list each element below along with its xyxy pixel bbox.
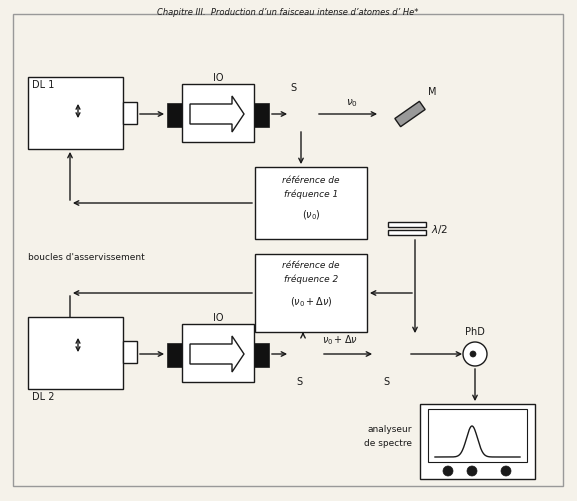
Text: DL 1: DL 1 (32, 80, 54, 90)
FancyBboxPatch shape (420, 404, 535, 479)
Circle shape (463, 342, 487, 366)
Text: fréquence 2: fréquence 2 (284, 275, 338, 284)
Text: IO: IO (213, 313, 223, 322)
Text: PhD: PhD (465, 326, 485, 336)
FancyBboxPatch shape (388, 222, 426, 227)
FancyBboxPatch shape (428, 409, 527, 462)
FancyBboxPatch shape (123, 103, 137, 125)
Text: $(\nu_0)$: $(\nu_0)$ (302, 207, 320, 221)
Polygon shape (395, 102, 425, 127)
Polygon shape (190, 97, 244, 133)
Text: S: S (296, 376, 302, 386)
Text: référence de: référence de (282, 176, 340, 185)
Circle shape (470, 351, 476, 357)
Text: Chapitre III.  Production d’un faisceau intense d’atomes d’ He*: Chapitre III. Production d’un faisceau i… (158, 8, 419, 17)
Circle shape (501, 466, 511, 476)
Text: analyseur: analyseur (368, 424, 412, 433)
FancyBboxPatch shape (167, 343, 182, 367)
Text: $\lambda / 2$: $\lambda / 2$ (431, 223, 448, 236)
FancyBboxPatch shape (167, 104, 182, 128)
Text: référence de: référence de (282, 261, 340, 270)
Text: IO: IO (213, 73, 223, 83)
FancyBboxPatch shape (388, 230, 426, 235)
Text: S: S (383, 376, 389, 386)
Text: DL 2: DL 2 (32, 391, 54, 401)
FancyBboxPatch shape (182, 324, 254, 382)
Text: M: M (428, 87, 436, 97)
FancyBboxPatch shape (28, 317, 123, 389)
Text: $\nu_0+\Delta\nu$: $\nu_0+\Delta\nu$ (322, 333, 358, 346)
FancyBboxPatch shape (123, 341, 137, 363)
FancyBboxPatch shape (255, 168, 367, 239)
Text: $\nu_0$: $\nu_0$ (346, 97, 358, 109)
Text: S: S (290, 83, 296, 93)
Polygon shape (190, 336, 244, 372)
FancyBboxPatch shape (13, 15, 563, 486)
Circle shape (443, 466, 453, 476)
Text: fréquence 1: fréquence 1 (284, 189, 338, 199)
Text: boucles d'asservissement: boucles d'asservissement (28, 253, 145, 262)
Text: $(\nu_0+\Delta\nu)$: $(\nu_0+\Delta\nu)$ (290, 295, 332, 308)
FancyBboxPatch shape (255, 255, 367, 332)
Circle shape (467, 466, 477, 476)
Text: de spectre: de spectre (364, 438, 412, 447)
FancyBboxPatch shape (28, 78, 123, 150)
FancyBboxPatch shape (182, 85, 254, 143)
FancyBboxPatch shape (254, 104, 269, 128)
FancyBboxPatch shape (254, 343, 269, 367)
